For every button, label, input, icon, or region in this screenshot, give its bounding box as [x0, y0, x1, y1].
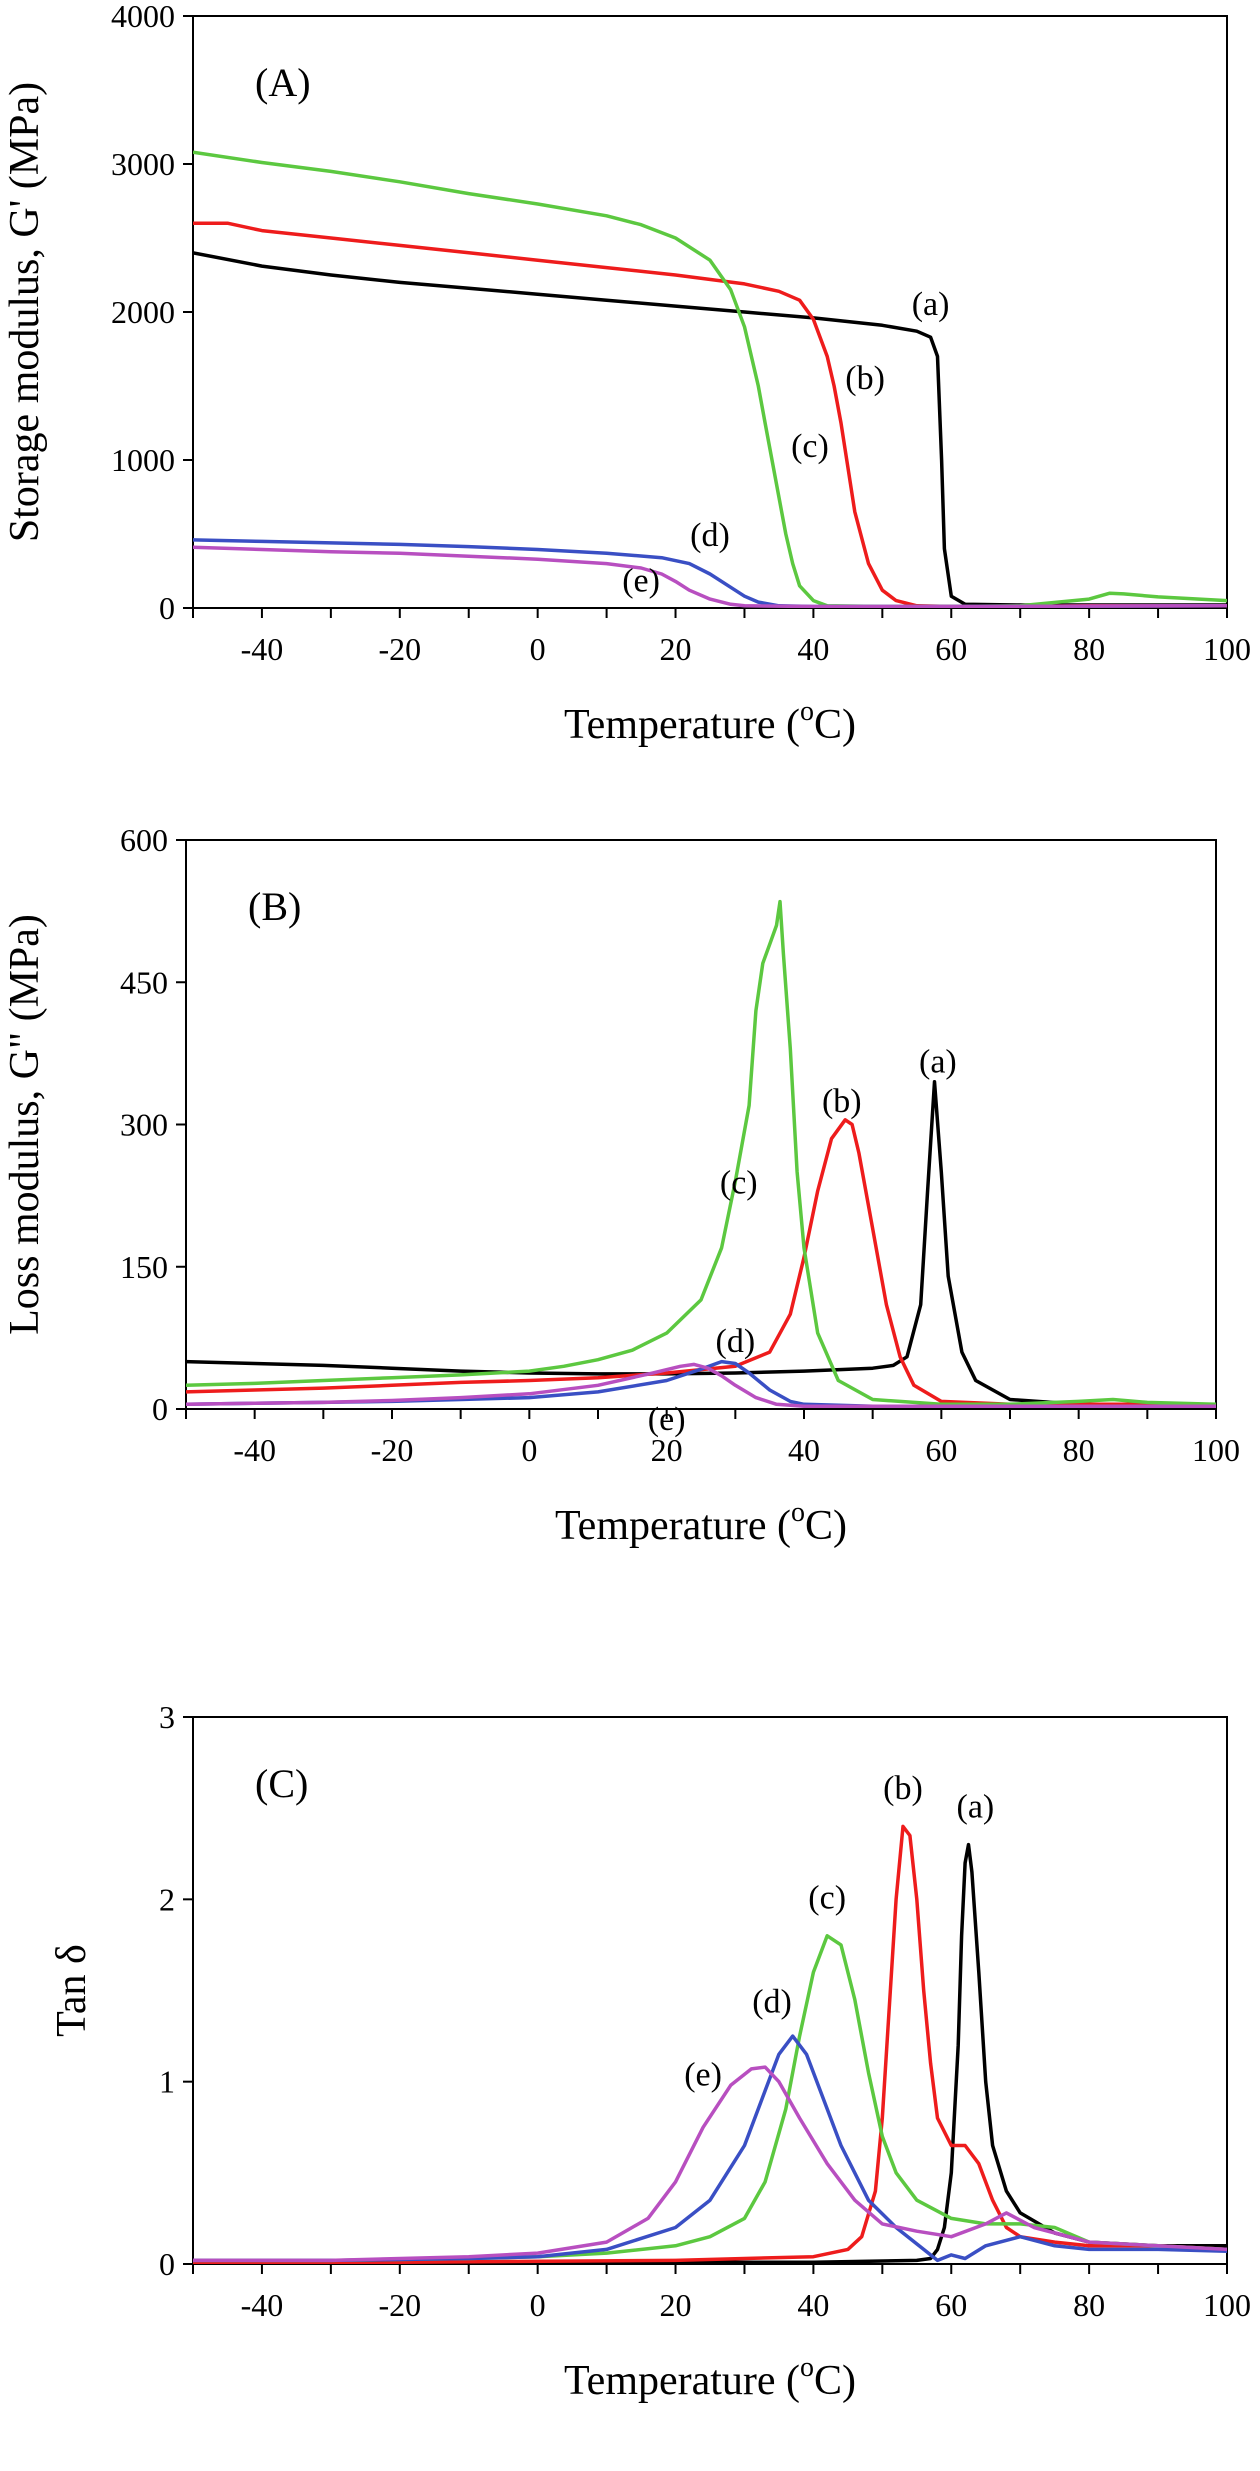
curve-label: (a) [912, 286, 950, 323]
curve-label: (b) [845, 360, 885, 397]
x-tick-label: 40 [788, 1432, 820, 1468]
x-tick-label: 100 [1192, 1432, 1240, 1468]
x-tick-label: 20 [651, 1432, 683, 1468]
x-tick-label: 80 [1073, 631, 1105, 667]
x-axis-title: Temperature (oC) [564, 696, 856, 748]
x-tick-label: -20 [371, 1432, 414, 1468]
series-line-e [186, 1362, 1216, 1408]
series-line-b [186, 1118, 1216, 1407]
y-tick-label: 0 [159, 2246, 175, 2282]
series-line-d [186, 1359, 1216, 1408]
y-tick-label: 600 [120, 822, 168, 858]
y-tick-label: 2 [159, 1881, 175, 1917]
y-axis-title: Loss modulus, G" (MPa) [2, 914, 48, 1335]
y-axis-title: Storage modulus, G' (MPa) [2, 82, 48, 542]
x-axis-title: Temperature (oC) [564, 2352, 856, 2404]
x-tick-label: 40 [797, 2287, 829, 2323]
y-axis-title: Tan δ [49, 1944, 95, 2037]
x-tick-label: 60 [935, 631, 967, 667]
panel-label: (B) [248, 884, 301, 929]
curve-label: (d) [716, 1323, 756, 1360]
curve-label: (a) [919, 1043, 957, 1080]
y-tick-label: 2000 [111, 294, 175, 330]
curve-label: (c) [720, 1165, 758, 1202]
x-tick-label: -40 [233, 1432, 276, 1468]
x-tick-label: 100 [1203, 2287, 1251, 2323]
series-line-a [186, 1080, 1216, 1407]
curve-label: (c) [791, 428, 829, 465]
x-tick-label: 20 [660, 2287, 692, 2323]
series-line-d [193, 2034, 1227, 2263]
y-tick-label: 1000 [111, 442, 175, 478]
curve-label: (c) [808, 1879, 846, 1916]
y-tick-label: 0 [159, 590, 175, 626]
series-line-c [193, 1934, 1227, 2263]
x-tick-label: -40 [241, 2287, 284, 2323]
series-line-e [193, 2065, 1227, 2263]
x-tick-label: 60 [925, 1432, 957, 1468]
panel-label: (A) [255, 60, 311, 105]
y-tick-label: 150 [120, 1249, 168, 1285]
y-tick-label: 0 [152, 1391, 168, 1427]
curve-label: (a) [957, 1788, 995, 1825]
y-tick-label: 300 [120, 1107, 168, 1143]
curve-label: (e) [622, 563, 660, 600]
curve-label: (e) [648, 1401, 686, 1438]
curve-label: (d) [752, 1983, 792, 2020]
x-tick-label: -20 [378, 2287, 421, 2323]
y-tick-label: 450 [120, 964, 168, 1000]
series-line-e [193, 545, 1227, 608]
x-tick-label: 80 [1063, 1432, 1095, 1468]
series-line-c [186, 899, 1216, 1407]
x-tick-label: 20 [660, 631, 692, 667]
curve-label: (e) [684, 2056, 722, 2093]
x-tick-label: 0 [521, 1432, 537, 1468]
y-tick-label: 3 [159, 1699, 175, 1735]
y-tick-label: 1 [159, 2064, 175, 2100]
x-tick-label: -40 [241, 631, 284, 667]
x-axis-title: Temperature (oC) [555, 1497, 847, 1549]
x-tick-label: 0 [530, 2287, 546, 2323]
curve-label: (d) [690, 517, 730, 554]
y-tick-label: 4000 [111, 0, 175, 34]
panel-b: -40 -20 0 20 40 60 80 100 0 150 300 450 600 Temperatu… [2, 822, 1240, 1549]
x-tick-label: 100 [1203, 631, 1251, 667]
series-line-b [193, 1824, 1227, 2264]
panel-label: (C) [255, 1761, 308, 1806]
panel-a: -40 -20 0 20 40 60 80 10001000200030004000Tempe… [2, 0, 1251, 748]
panel-c: -40 -20 0 20 40 60 80 100 0 1 2 3 Temperature (oC) Ta… [49, 1699, 1251, 2404]
curve-label: (b) [822, 1083, 862, 1120]
x-tick-label: -20 [378, 631, 421, 667]
curve-label: (b) [883, 1770, 923, 1807]
y-tick-label: 3000 [111, 146, 175, 182]
series-line-c [193, 150, 1227, 608]
plot-frame [192, 1716, 1228, 2265]
x-tick-label: 80 [1073, 2287, 1105, 2323]
plot-frame [185, 839, 1217, 1410]
x-tick-label: 0 [530, 631, 546, 667]
x-tick-label: 40 [797, 631, 829, 667]
x-tick-label: 60 [935, 2287, 967, 2323]
